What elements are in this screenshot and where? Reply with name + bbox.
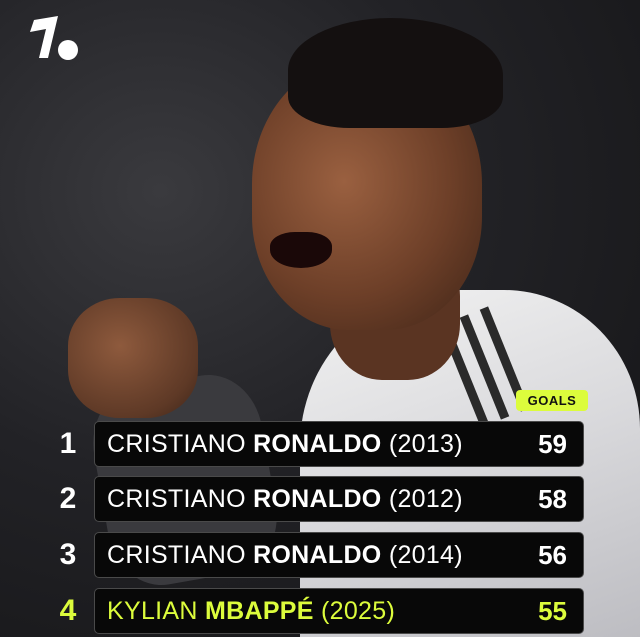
- last-name: MBAPPÉ: [204, 597, 314, 625]
- player-name: CRISTIANO RONALDO (2014): [107, 533, 463, 577]
- ranking-row: 3 CRISTIANO RONALDO (2014) 56: [40, 532, 600, 578]
- last-name: RONALDO: [253, 541, 382, 569]
- row-box: CRISTIANO RONALDO (2012) 58: [94, 476, 584, 522]
- row-box: CRISTIANO RONALDO (2014) 56: [94, 532, 584, 578]
- last-name: RONALDO: [253, 485, 382, 513]
- season-year: (2013): [388, 430, 463, 458]
- fist: [68, 298, 198, 418]
- hair: [288, 18, 503, 128]
- season-year: (2012): [388, 485, 463, 513]
- mouth: [270, 232, 332, 268]
- brand-logo-icon: [30, 16, 78, 60]
- first-name: KYLIAN: [107, 597, 198, 625]
- first-name: CRISTIANO: [107, 541, 246, 569]
- rank-number: 4: [59, 594, 77, 627]
- player-name: KYLIAN MBAPPÉ (2025): [107, 589, 395, 633]
- last-name: RONALDO: [253, 430, 382, 458]
- goals-value: 55: [538, 596, 567, 626]
- goals-value: 58: [538, 484, 567, 514]
- player-name: CRISTIANO RONALDO (2013): [107, 422, 463, 466]
- season-year: (2014): [388, 541, 463, 569]
- ranking-row: 4 KYLIAN MBAPPÉ (2025) 55: [40, 588, 600, 634]
- season-year: (2025): [321, 597, 396, 625]
- goals-value: 59: [538, 429, 567, 459]
- first-name: CRISTIANO: [107, 485, 246, 513]
- rank-number: 2: [59, 482, 77, 515]
- first-name: CRISTIANO: [107, 430, 246, 458]
- row-box: KYLIAN MBAPPÉ (2025) 55: [94, 588, 584, 634]
- goals-value: 56: [538, 540, 567, 570]
- goals-header-badge: GOALS: [516, 390, 588, 411]
- ranking-row: 2 CRISTIANO RONALDO (2012) 58: [40, 476, 600, 522]
- rank-number: 1: [59, 427, 77, 460]
- ranking-row: 1 CRISTIANO RONALDO (2013) 59: [40, 421, 600, 467]
- rank-number: 3: [59, 538, 77, 571]
- row-box: CRISTIANO RONALDO (2013) 59: [94, 421, 584, 467]
- shirt-stripe: [459, 314, 510, 420]
- player-name: CRISTIANO RONALDO (2012): [107, 477, 463, 521]
